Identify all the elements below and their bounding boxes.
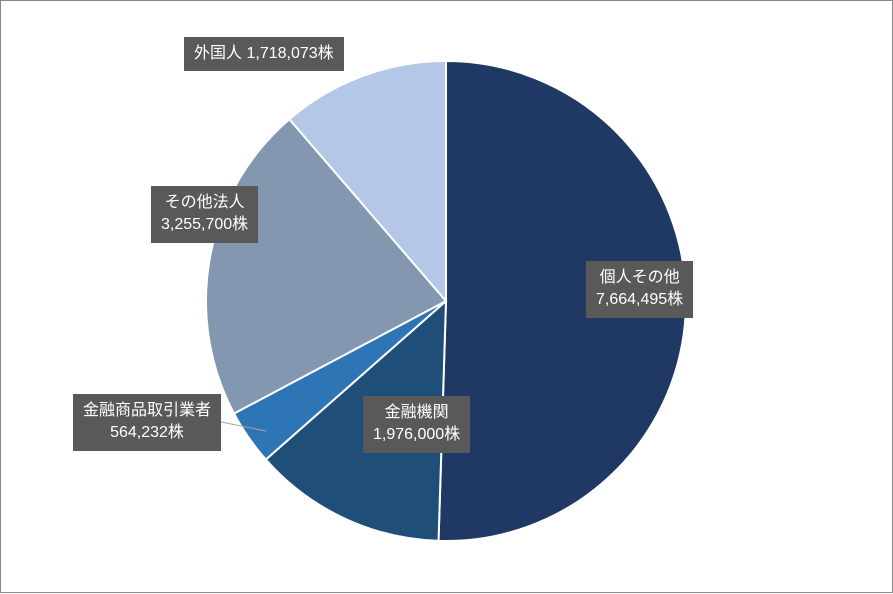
slice-label-value: 1,976,000株 — [373, 424, 460, 446]
slice-label-name: 金融商品取引業者 — [83, 400, 211, 422]
slice-label-name: 外国人 — [194, 45, 242, 62]
pie-chart-svg — [1, 1, 893, 594]
slice-label: 金融商品取引業者564,232株 — [73, 394, 221, 451]
pie-chart-container: 個人その他7,664,495株金融機関1,976,000株 金融商品取引業者564… — [0, 0, 893, 593]
slice-label-value: 564,232株 — [83, 422, 211, 444]
slice-label-value: 7,664,495株 — [596, 289, 683, 311]
slice-label-name: 個人その他 — [596, 267, 683, 289]
slice-label-value: 3,255,700株 — [161, 214, 248, 236]
slice-label: 金融機関1,976,000株 — [363, 396, 470, 453]
slice-label: 外国人 1,718,073株 — [184, 37, 344, 71]
slice-label: 個人その他7,664,495株 — [586, 261, 693, 318]
slice-label: その他法人3,255,700株 — [151, 186, 258, 243]
slice-label-name: その他法人 — [161, 192, 248, 214]
slice-label-name: 金融機関 — [373, 402, 460, 424]
slice-label-value: 1,718,073株 — [246, 45, 333, 62]
